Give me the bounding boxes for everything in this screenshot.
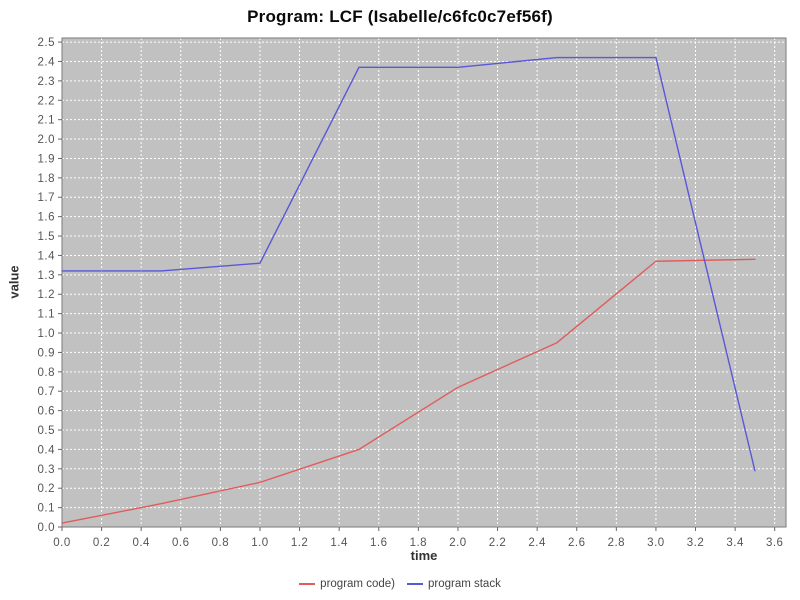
x-tick-label: 0.6: [172, 537, 190, 549]
legend-label: program stack: [427, 578, 501, 590]
y-tick-label: 2.3: [38, 76, 56, 88]
legend-line-swatch: [406, 583, 423, 585]
y-tick-label: 0.5: [38, 425, 56, 437]
x-tick-label: 2.8: [608, 537, 626, 549]
y-axis-label: value: [6, 265, 22, 299]
x-tick-label: 0.4: [132, 537, 150, 549]
legend-item: program stack: [406, 578, 501, 590]
y-tick-label: 0.7: [38, 386, 56, 398]
x-tick-label: 2.2: [489, 537, 507, 549]
y-tick-label: 2.5: [38, 37, 56, 49]
y-tick-label: 1.8: [38, 173, 56, 185]
chart-title: Program: LCF (Isabelle/c6fc0c7ef56f): [247, 7, 553, 26]
legend-label: program code): [320, 578, 395, 590]
series-line-1: [61, 56, 756, 472]
x-tick-label: 3.0: [647, 537, 665, 549]
y-tick-label: 1.2: [38, 289, 56, 301]
y-tick-label: 0.9: [38, 347, 56, 359]
x-tick-label: 1.6: [370, 537, 388, 549]
x-tick-label: 0.0: [53, 537, 71, 549]
x-tick-label: 3.2: [687, 537, 705, 549]
y-tick-label: 0.2: [38, 483, 56, 495]
series-line-0: [61, 258, 756, 524]
x-tick-label: 1.0: [251, 537, 269, 549]
y-tick-label: 1.0: [38, 328, 56, 340]
x-tick-label: 0.2: [93, 537, 111, 549]
x-tick-label: 2.6: [568, 537, 586, 549]
y-tick-label: 1.4: [38, 250, 56, 262]
x-tick-label: 3.4: [726, 537, 744, 549]
y-tick-label: 0.0: [38, 522, 56, 534]
x-tick-label: 1.2: [291, 537, 309, 549]
x-axis-label: time: [410, 548, 438, 563]
y-tick-label: 0.1: [38, 503, 56, 515]
y-tick-label: 1.5: [38, 231, 56, 243]
y-tick-label: 2.0: [38, 134, 56, 146]
x-tick-label: 1.4: [330, 537, 348, 549]
legend-line-swatch: [299, 583, 316, 585]
chart-legend: program code) program stack: [0, 578, 800, 590]
legend-item: program code): [299, 578, 395, 590]
y-tick-label: 0.3: [38, 464, 56, 476]
y-tick-label: 1.9: [38, 153, 56, 165]
x-tick-label: 3.6: [766, 537, 784, 549]
y-tick-label: 2.2: [38, 95, 56, 107]
y-tick-label: 1.7: [38, 192, 56, 204]
y-tick-label: 0.8: [38, 367, 56, 379]
x-tick-label: 2.4: [528, 537, 546, 549]
plot-border: [61, 37, 787, 528]
x-tick-label: 0.8: [212, 537, 230, 549]
y-tick-label: 1.1: [38, 309, 56, 321]
y-tick-label: 0.4: [38, 444, 56, 456]
x-tick-label: 2.0: [449, 537, 467, 549]
y-tick-label: 1.3: [38, 270, 56, 282]
y-tick-label: 1.6: [38, 212, 56, 224]
plot-area: [62, 38, 786, 527]
y-tick-label: 2.4: [38, 56, 56, 68]
y-tick-label: 0.6: [38, 406, 56, 418]
x-tick-label: 1.8: [410, 537, 428, 549]
y-tick-label: 2.1: [38, 115, 56, 127]
